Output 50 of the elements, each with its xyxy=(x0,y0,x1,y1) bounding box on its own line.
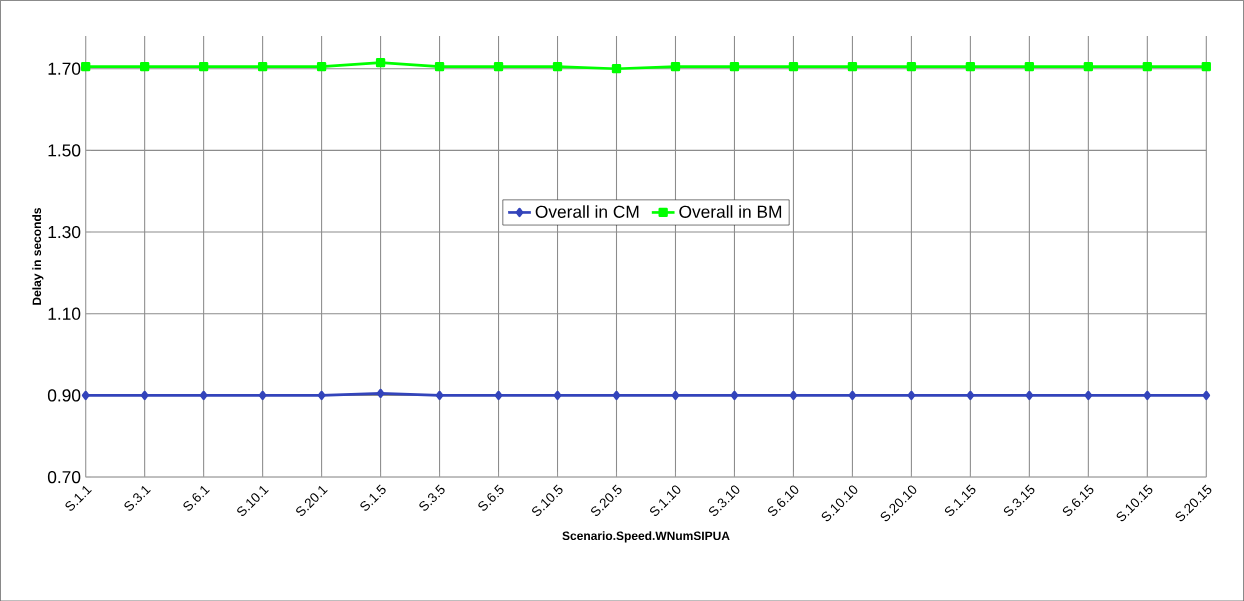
point xyxy=(1201,61,1211,72)
point xyxy=(966,390,975,400)
point xyxy=(906,61,917,72)
point xyxy=(316,61,327,72)
point xyxy=(434,61,445,72)
point xyxy=(1024,61,1035,72)
point xyxy=(1202,390,1211,400)
point xyxy=(375,57,386,68)
point xyxy=(611,63,622,74)
point xyxy=(1143,390,1152,400)
point xyxy=(729,61,740,72)
point xyxy=(140,61,150,72)
point xyxy=(198,61,209,72)
point xyxy=(553,390,562,400)
point xyxy=(493,61,504,72)
point xyxy=(140,390,149,400)
y-tick-label: 1.70 xyxy=(48,62,81,75)
point xyxy=(1025,390,1034,400)
point xyxy=(848,390,857,400)
point xyxy=(730,390,739,400)
point xyxy=(612,390,621,400)
y-tick-label: 1.50 xyxy=(48,144,81,157)
legend-label: Overall in CM xyxy=(535,204,639,218)
y-tick-label: 1.10 xyxy=(48,307,81,320)
point xyxy=(494,390,503,400)
point xyxy=(257,61,268,72)
point xyxy=(789,390,798,400)
point xyxy=(1083,61,1094,72)
point xyxy=(317,390,326,400)
point xyxy=(965,61,976,72)
point xyxy=(81,61,91,72)
point xyxy=(258,390,267,400)
y-tick-label: 1.30 xyxy=(48,225,81,238)
point xyxy=(788,61,799,72)
point xyxy=(199,390,208,400)
point xyxy=(552,61,563,72)
point xyxy=(435,390,444,400)
point xyxy=(376,388,385,398)
point xyxy=(670,61,681,72)
point xyxy=(81,390,90,400)
legend-label: Overall in BM xyxy=(679,204,782,218)
y-tick-label: 0.70 xyxy=(47,470,81,484)
point xyxy=(1142,61,1152,72)
y-tick-label: 0.90 xyxy=(47,389,81,402)
point xyxy=(907,390,916,400)
point xyxy=(671,390,680,400)
point xyxy=(1084,390,1093,400)
x-axis-title: Scenario.Speed.WNumSIPUA xyxy=(562,531,730,543)
point xyxy=(847,61,858,72)
y-axis-title: Delay in seconds xyxy=(32,207,44,305)
